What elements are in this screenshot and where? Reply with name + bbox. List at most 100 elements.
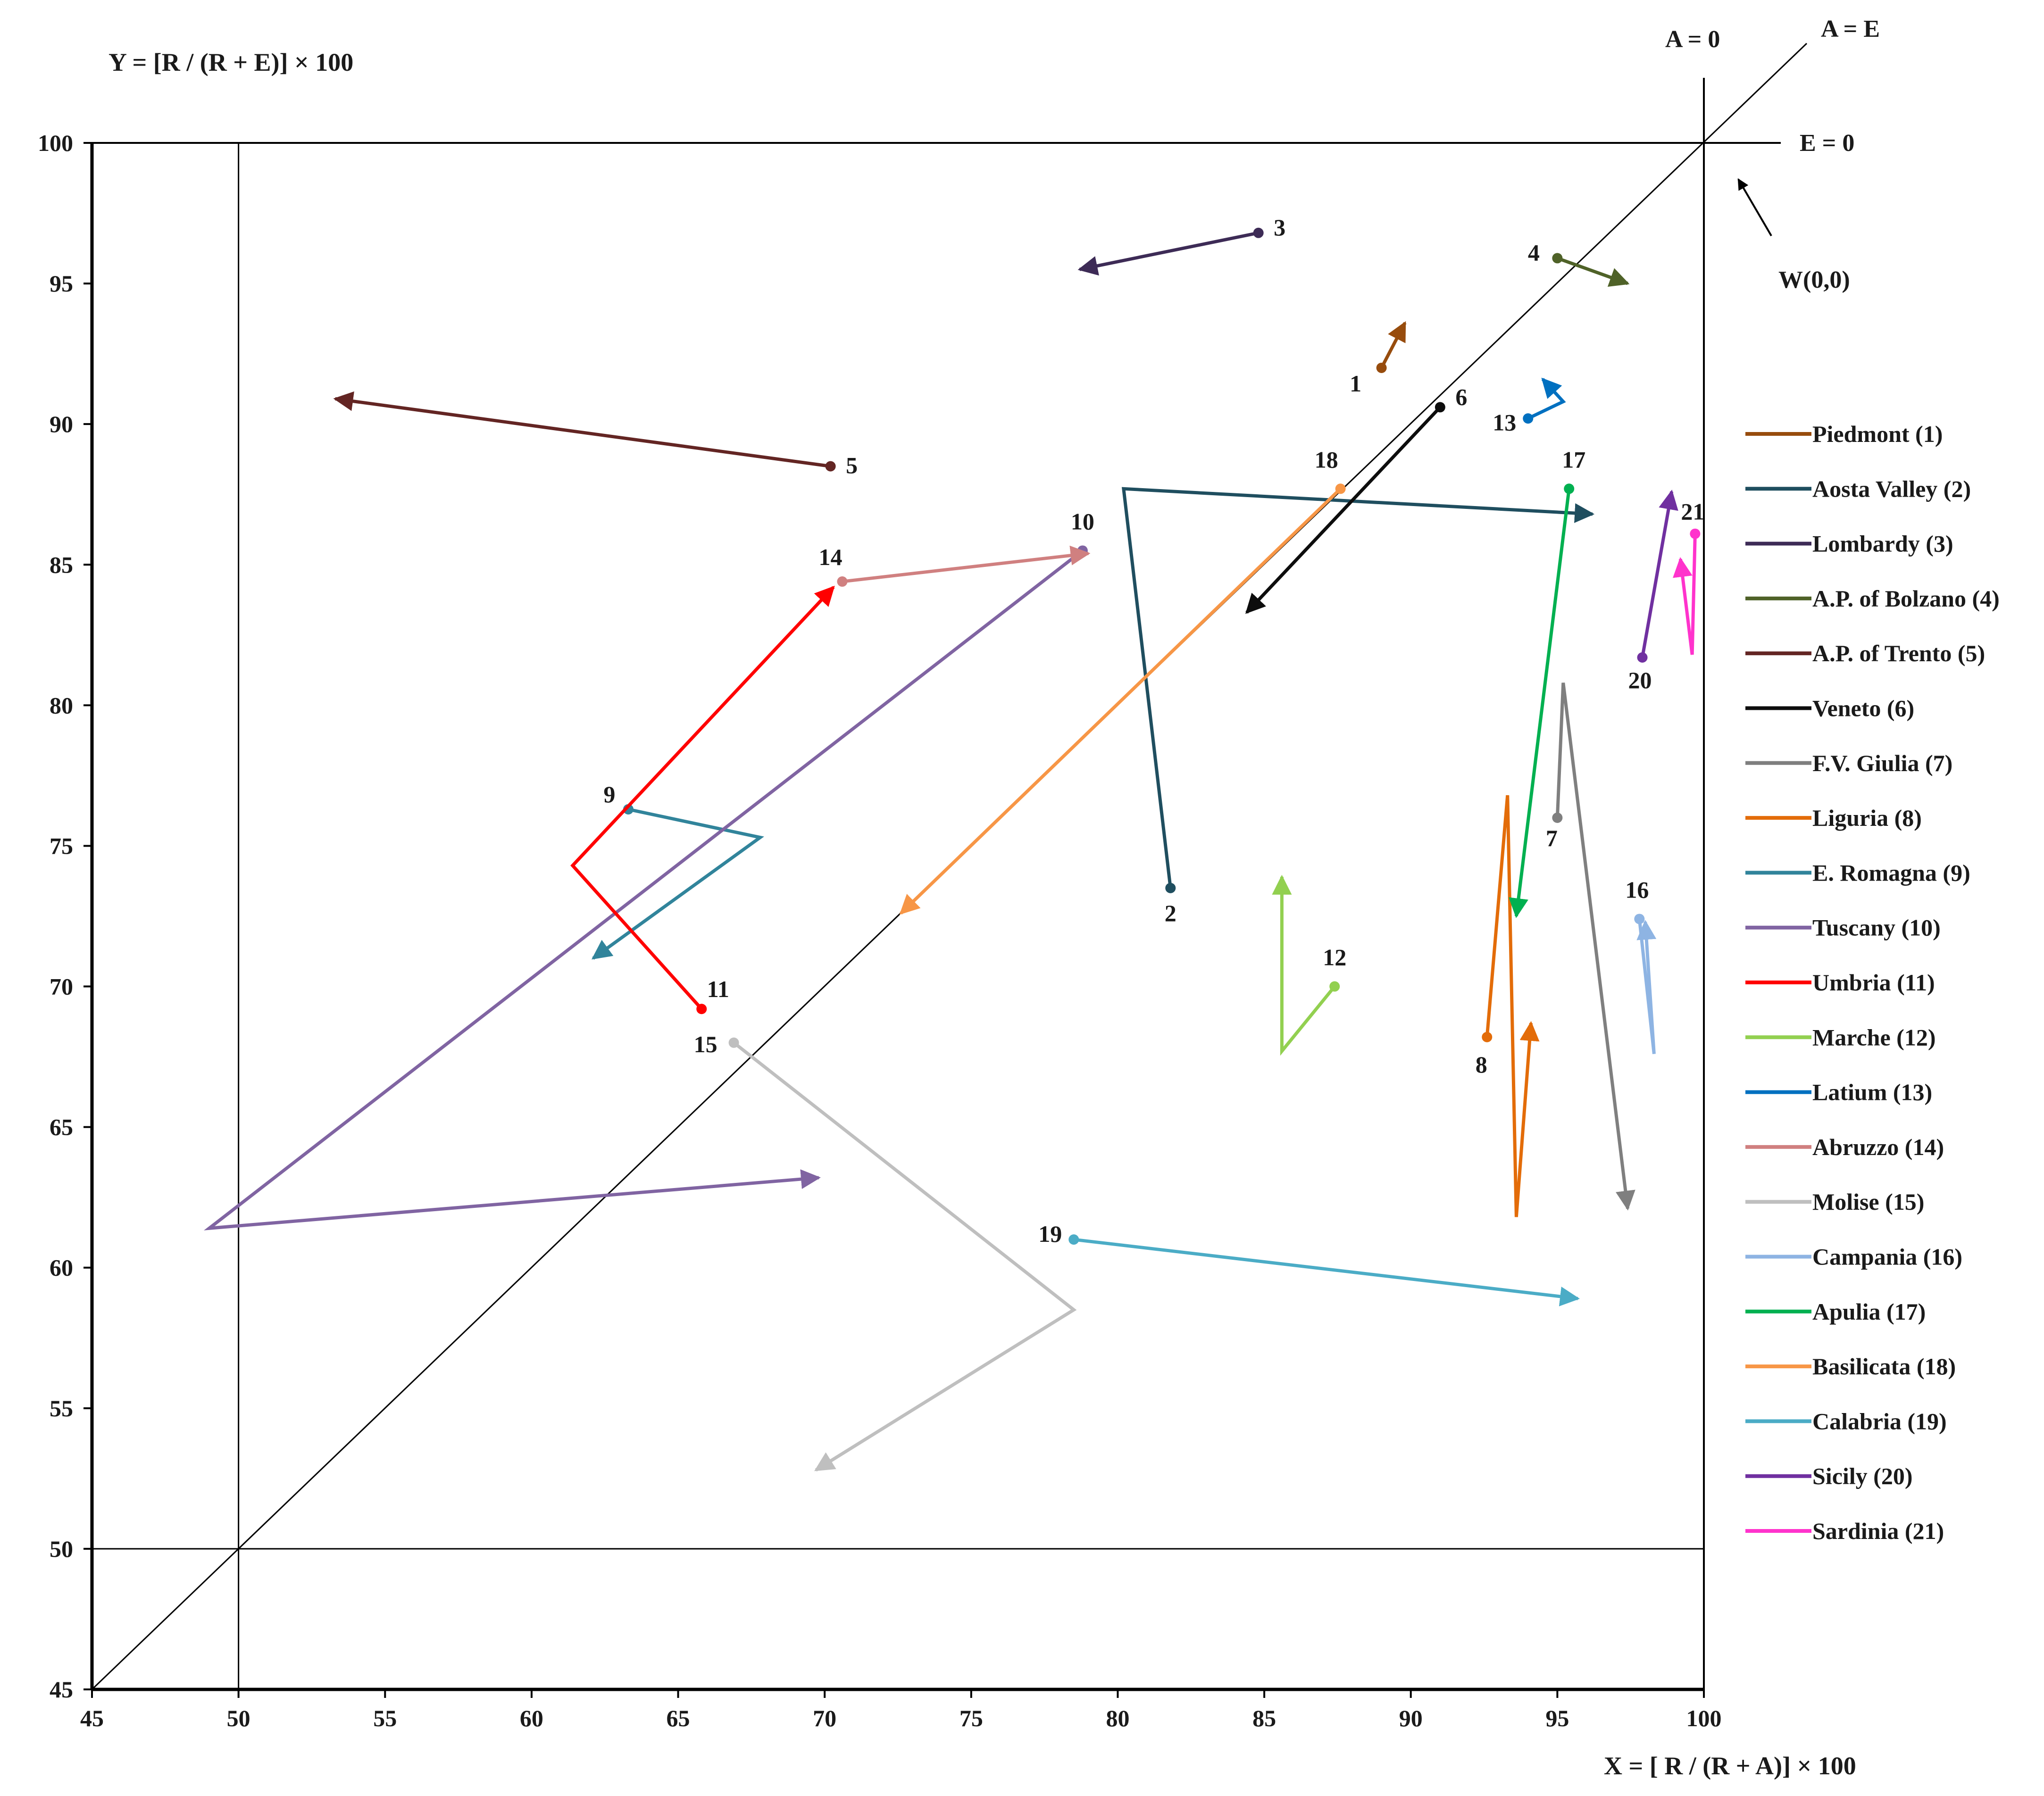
legend-label: Abruzzo (14) <box>1812 1134 1944 1160</box>
series-path <box>204 549 1084 1231</box>
x-tick-label: 80 <box>1106 1705 1129 1731</box>
series-path <box>1509 488 1571 918</box>
series-path <box>1557 257 1630 287</box>
legend-item: Piedmont (1) <box>1745 421 1943 447</box>
legend-item: Liguria (8) <box>1745 805 1922 831</box>
series-start-point <box>1068 1234 1079 1245</box>
point-label: 8 <box>1476 1051 1487 1078</box>
series-start-point <box>1637 652 1648 663</box>
series-start-point <box>1482 1031 1493 1042</box>
legend-label: E. Romagna (9) <box>1812 859 1970 886</box>
y-tick-label: 70 <box>50 973 73 1000</box>
point-label: 2 <box>1165 900 1176 926</box>
series-17: 17 <box>1509 446 1585 918</box>
series-start-point <box>1564 483 1575 494</box>
series-path <box>1555 682 1635 1211</box>
legend-item: Lombardy (3) <box>1745 531 1953 557</box>
series-14: 14 <box>818 544 1091 587</box>
x-axis-ticks: 45 50 55 60 65 70 75 80 85 90 95 100 <box>80 1689 1722 1731</box>
x-tick-label: 65 <box>667 1705 690 1731</box>
legend-label: Molise (15) <box>1812 1189 1924 1215</box>
legend-label: Veneto (6) <box>1812 695 1914 722</box>
legend-label: F.V. Giulia (7) <box>1812 750 1952 776</box>
legend-label: Campania (16) <box>1812 1244 1962 1270</box>
series-path <box>899 487 1342 915</box>
legend-label: Marche (12) <box>1812 1024 1936 1050</box>
series-start-point <box>696 1004 707 1014</box>
series-2: 2 <box>1121 487 1595 926</box>
series-path <box>1121 487 1595 889</box>
point-label: 17 <box>1562 446 1585 473</box>
series-path <box>1527 377 1566 420</box>
series-11: 11 <box>570 585 835 1014</box>
series-path <box>1380 321 1407 369</box>
series-start-point <box>1552 812 1563 823</box>
series-start-point <box>1329 981 1340 992</box>
series-9: 9 <box>591 781 764 960</box>
series-13: 13 <box>1493 377 1566 435</box>
legend-label: Latium (13) <box>1812 1079 1932 1106</box>
series-5: 5 <box>333 391 858 479</box>
series-path <box>1073 1238 1580 1306</box>
series-start-point <box>1165 882 1176 893</box>
legend-item: A.P. of Bolzano (4) <box>1745 585 2000 612</box>
x-tick-label: 55 <box>373 1705 397 1731</box>
legend-item: F.V. Giulia (7) <box>1745 750 1952 776</box>
series-21: 21 <box>1673 499 1704 655</box>
point-label: 1 <box>1350 370 1361 397</box>
legend-label: A.P. of Trento (5) <box>1812 640 1985 666</box>
legend-label: Umbria (11) <box>1812 969 1935 996</box>
series-16: 16 <box>1625 876 1657 1055</box>
series-start-point <box>1435 402 1445 413</box>
series-path <box>1641 490 1678 658</box>
series-path <box>842 545 1091 583</box>
series-start-point <box>1634 914 1645 924</box>
legend-label: Apulia (17) <box>1812 1298 1926 1325</box>
legend-item: A.P. of Trento (5) <box>1745 640 1985 666</box>
y-tick-label: 85 <box>50 551 73 578</box>
series-path <box>1485 795 1540 1217</box>
legend-label: Piedmont (1) <box>1812 421 1943 447</box>
point-label: 19 <box>1038 1221 1062 1247</box>
series-4: 4 <box>1528 239 1630 287</box>
legend-item: Tuscany (10) <box>1745 915 1941 941</box>
series-3: 3 <box>1077 214 1285 276</box>
legend-label: A.P. of Bolzano (4) <box>1812 585 2000 612</box>
point-label: 3 <box>1274 214 1285 241</box>
series-15: 15 <box>694 1031 1077 1472</box>
w-origin-label: W(0,0) <box>1778 266 1850 293</box>
series-path <box>1636 919 1657 1055</box>
x-tick-label: 95 <box>1545 1705 1569 1731</box>
point-label: 16 <box>1625 876 1649 903</box>
x-tick-label: 50 <box>227 1705 250 1731</box>
legend-item: E. Romagna (9) <box>1745 859 1970 886</box>
point-label: 9 <box>603 781 615 807</box>
series-path <box>1272 874 1336 1056</box>
point-label: 10 <box>1071 508 1094 534</box>
legend-label: Sicily (20) <box>1812 1463 1912 1489</box>
point-label: 20 <box>1628 667 1652 693</box>
series-19: 19 <box>1038 1221 1580 1306</box>
legend-label: Sardinia (21) <box>1812 1518 1944 1544</box>
legend-item: Molise (15) <box>1745 1189 1924 1215</box>
series-1: 1 <box>1350 321 1407 397</box>
point-label: 15 <box>694 1031 717 1057</box>
point-label: 7 <box>1546 825 1558 851</box>
series-18: 18 <box>899 446 1346 915</box>
x-tick-label: 75 <box>959 1705 983 1731</box>
legend: Piedmont (1) Aosta Valley (2) Lombardy (3)… <box>1745 421 2000 1544</box>
y-tick-label: 95 <box>50 270 73 297</box>
y-tick-label: 90 <box>50 411 73 437</box>
point-label: 11 <box>707 976 729 1002</box>
series-path <box>1077 231 1259 276</box>
legend-item: Sicily (20) <box>1745 1463 1912 1489</box>
series-7: 7 <box>1546 682 1635 1211</box>
legend-label: Aosta Valley (2) <box>1812 475 1971 502</box>
series-path <box>333 391 831 468</box>
legend-item: Aosta Valley (2) <box>1745 475 1971 502</box>
y-tick-label: 100 <box>38 130 73 156</box>
y-tick-label: 45 <box>50 1676 73 1703</box>
series-start-point <box>1253 227 1264 238</box>
